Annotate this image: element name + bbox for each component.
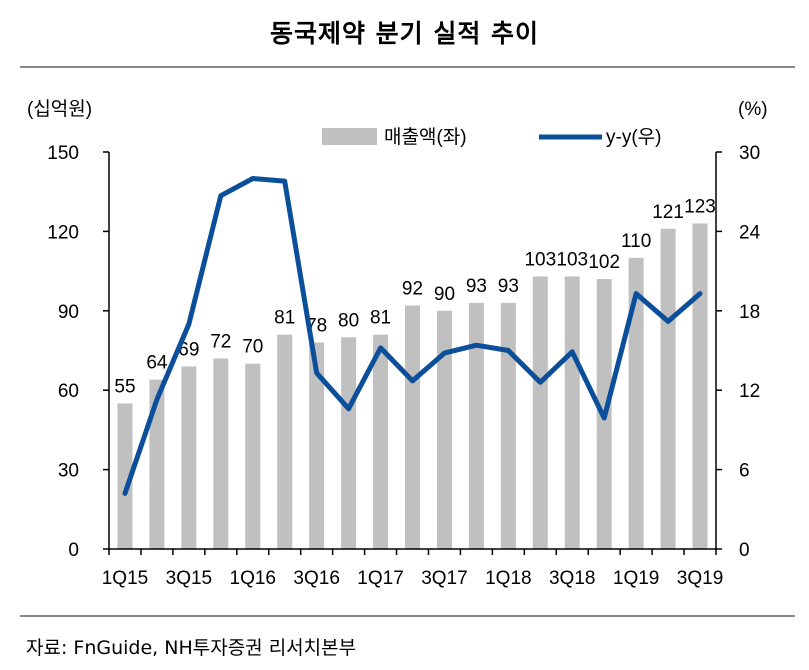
axes: 0 30 60 90 120 150 0 6 12 18 24 30 1Q15 3Q15 1Q16 3Q16 1… [47,143,760,589]
bar-label-1Q19: 110 [621,231,651,252]
bar-label-4Q15: 72 [210,331,231,352]
bar-label-1Q17: 81 [370,308,391,329]
right-axis-unit: (%) [738,99,768,120]
left-tick-label-60: 60 [58,381,79,402]
bar-4Q17 [468,302,484,549]
source-note: 자료: FnGuide, NH투자증권 리서치본부 [26,637,357,659]
bar-label-1Q16: 70 [242,337,263,358]
bar-2Q19 [660,228,676,549]
bar-1Q18 [500,302,516,549]
left-tick-label-30: 30 [58,461,79,482]
bar-label-4Q18: 102 [588,252,620,273]
x-tick-label-1Q19: 1Q19 [613,568,659,589]
line-series [122,176,703,496]
bar-3Q19 [692,223,708,549]
bar-2Q18 [532,276,548,549]
bottom-divider [20,615,795,617]
x-tick-label-3Q16: 3Q16 [293,568,339,589]
bar-1Q19 [628,257,644,549]
right-tick-label-0: 0 [739,540,750,561]
bar-series [117,223,708,549]
legend: 매출액(좌) y-y(우) [322,126,661,148]
x-tick-label-1Q16: 1Q16 [230,568,276,589]
bar-4Q15 [213,358,229,549]
legend-line-label: y-y(우) [606,127,661,148]
bar-label-3Q18: 103 [556,249,588,270]
right-tick-label-30: 30 [739,143,760,164]
left-axis-unit: (십억원) [27,98,92,120]
right-tick-label-18: 18 [739,302,760,323]
x-tick-label-3Q17: 3Q17 [421,568,467,589]
x-tick-label-1Q18: 1Q18 [485,568,531,589]
bar-label-2Q17: 92 [402,279,423,300]
x-tick-label-1Q15: 1Q15 [102,568,148,589]
top-divider [20,66,795,68]
left-tick-label-150: 150 [47,143,79,164]
x-tick-label-1Q17: 1Q17 [357,568,403,589]
page-title: 동국제약 분기 실적 추이 [269,19,540,48]
bar-2Q15 [149,379,165,549]
bar-1Q15 [117,403,133,549]
bar-1Q17 [373,334,389,549]
bar-label-3Q17: 90 [434,284,455,305]
right-tick-label-6: 6 [739,461,750,482]
bar-3Q18 [564,276,580,549]
left-tick-label-0: 0 [68,540,79,561]
x-tick-label-3Q19: 3Q19 [677,568,723,589]
bar-label-2Q16: 81 [274,308,295,329]
x-tick-label-3Q15: 3Q15 [166,568,212,589]
bar-label-3Q15: 69 [178,339,199,360]
bar-label-2Q15: 64 [146,353,168,374]
bar-label-2Q19: 121 [652,202,684,223]
bar-3Q17 [436,310,452,549]
bar-2Q16 [277,334,293,549]
bar-label-1Q18: 93 [498,276,519,297]
left-tick-label-120: 120 [47,222,79,243]
bar-label-4Q16: 80 [338,310,359,331]
bar-1Q16 [245,363,261,549]
legend-bar-swatch [322,128,377,145]
bar-label-4Q17: 93 [466,276,487,297]
right-tick-label-24: 24 [739,222,761,243]
bar-4Q16 [341,337,357,549]
legend-bar-label: 매출액(좌) [384,126,467,148]
x-tick-label-3Q18: 3Q18 [549,568,595,589]
bar-3Q16 [309,342,325,549]
bar-label-1Q15: 55 [114,376,135,397]
right-tick-label-12: 12 [739,381,760,402]
bar-label-2Q18: 103 [524,249,556,270]
bar-2Q17 [405,305,420,549]
left-tick-label-90: 90 [58,302,79,323]
bar-3Q15 [181,366,197,549]
bar-label-3Q19: 123 [684,196,716,217]
